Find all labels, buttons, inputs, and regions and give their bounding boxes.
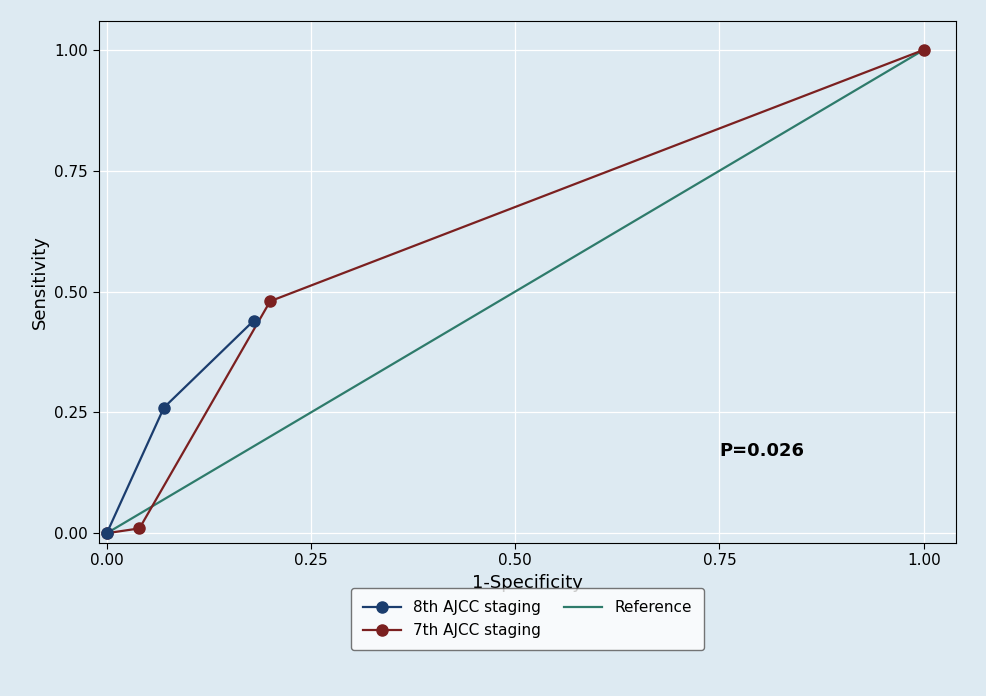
Legend: 8th AJCC staging, 7th AJCC staging, Reference: 8th AJCC staging, 7th AJCC staging, Refe… [351, 588, 704, 650]
Y-axis label: Sensitivity: Sensitivity [31, 235, 49, 329]
X-axis label: 1-Specificity: 1-Specificity [472, 574, 583, 592]
Text: P=0.026: P=0.026 [720, 442, 805, 460]
